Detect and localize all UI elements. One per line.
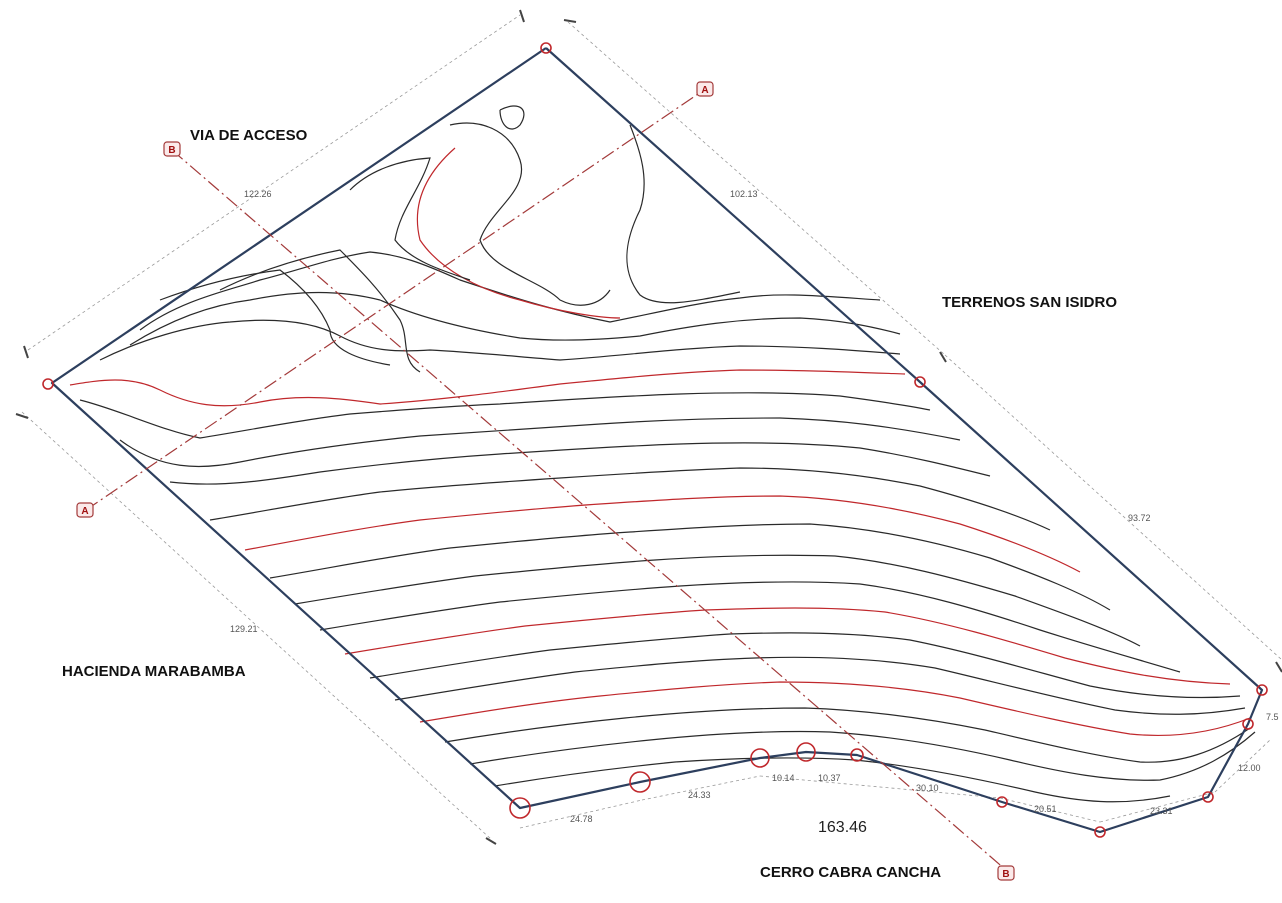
vertex-marker [1242,718,1254,730]
index-contour [69,369,906,407]
section-marker-b-top: B [163,141,181,157]
dimension-lines [21,14,1282,841]
section-label-b-top: B [168,145,175,156]
contour [119,417,961,468]
dimension-ticks [15,9,1282,845]
vertex-markers [42,42,1268,838]
index-contour [416,147,621,319]
vertex-marker [540,42,552,54]
vertex-marker [42,378,54,390]
index-contour [344,607,1231,685]
section-line-a [85,89,705,511]
contour [169,442,991,485]
dimension-label: 23.31 [1150,806,1173,816]
vertex-marker [914,376,926,388]
section-marker-a-top: A [696,81,714,97]
contour [294,554,1141,647]
dimension-label: 24.78 [570,814,593,824]
dimension-label: 10.14 [772,773,795,783]
contour [139,251,881,331]
vertex-marker [509,797,531,819]
dimension-label: 10.37 [818,773,841,783]
contour [319,581,1181,673]
label-cerro-cabra-cancha: CERRO CABRA CANCHA [760,864,941,881]
contour [349,157,471,281]
section-marker-b-bottom: B [997,865,1015,881]
contour [499,105,525,130]
vertex-marker [1256,684,1268,696]
dimension-label: 102.13 [730,189,758,199]
label-terrenos-san-isidro: TERRENOS SAN ISIDRO [942,294,1117,311]
dimension-label: 129.21 [230,624,258,634]
vertex-marker [996,796,1008,808]
dimension-label: 12.00 [1238,763,1261,773]
dimension-label: 24.33 [688,790,711,800]
contour [469,730,1256,781]
dimension-label: 93.72 [1128,513,1151,523]
contour [219,249,421,373]
contour [449,122,611,306]
label-via-acceso: VIA DE ACCESO [190,127,308,144]
contour [79,392,931,439]
contour [209,467,1051,531]
vertex-marker [796,742,816,762]
section-line-b [171,149,1007,871]
contour [444,707,1251,763]
label-hacienda-marabamba: HACIENDA MARABAMBA [62,663,246,680]
contour-lines [69,105,1256,803]
index-contour [419,681,1251,737]
contour [369,632,1241,699]
vertex-marker [1094,826,1106,838]
section-label-a-bottom: A [81,506,88,517]
property-boundary [50,47,1264,834]
contour [626,124,741,304]
section-marker-a-bottom: A [76,502,94,518]
vertex-marker [750,748,770,768]
section-label-a-top: A [701,85,708,96]
dimension-label: 7.5 [1266,712,1279,722]
contour [129,291,901,346]
index-contour [244,495,1081,573]
dimension-label: 122.26 [244,189,272,199]
dimension-label: 30.10 [916,783,939,793]
contour [269,523,1111,611]
vertex-marker [850,748,864,762]
vertex-marker [629,771,651,793]
contour [159,269,391,366]
dimension-label: 20.51 [1034,804,1057,814]
contour [394,656,1246,715]
vertex-marker [1202,791,1214,803]
area-value: 163.46 [818,819,867,836]
contour [99,319,901,361]
section-label-b-bottom: B [1002,869,1009,880]
